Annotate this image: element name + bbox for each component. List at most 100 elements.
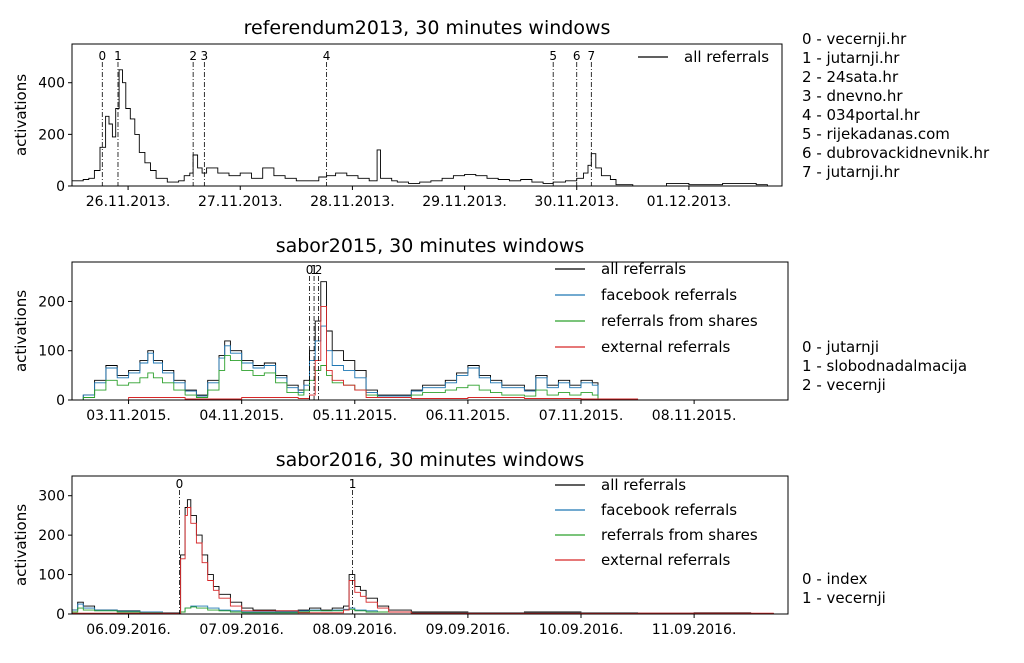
site-key-item: 2 - vecernji xyxy=(802,376,886,394)
site-key-item: 4 - 034portal.hr xyxy=(802,106,921,124)
series-line-facebook-referrals xyxy=(72,603,774,614)
y-tick-label: 300 xyxy=(38,489,65,505)
annotation-label-1: 1 xyxy=(114,49,122,63)
x-tick-label: 29.11.2013. xyxy=(422,194,507,210)
chart-panel-0: referendum2013, 30 minutes windows activa… xyxy=(12,17,990,210)
site-key-separator: - xyxy=(812,338,827,356)
chart-title: sabor2016, 30 minutes windows xyxy=(276,449,585,471)
site-key-separator: - xyxy=(812,376,827,394)
y-axis-label: activations xyxy=(12,504,30,586)
series-line-external-referrals xyxy=(72,507,774,614)
site-key-separator: - xyxy=(812,87,827,105)
chart-title: referendum2013, 30 minutes windows xyxy=(244,17,611,39)
site-key-separator: - xyxy=(812,144,827,162)
annotation-label-7: 7 xyxy=(588,49,596,63)
site-key-name: 24sata.hr xyxy=(827,68,899,86)
y-tick-label: 0 xyxy=(56,393,65,409)
site-key-id: 2 xyxy=(802,68,812,86)
site-key-separator: - xyxy=(812,68,827,86)
site-key-id: 2 xyxy=(802,376,812,394)
site-key-id: 1 xyxy=(802,589,812,607)
site-key-item: 0 - vecernji.hr xyxy=(802,30,907,48)
x-tick-label: 26.11.2013. xyxy=(86,194,171,210)
series-line-referrals-from-shares xyxy=(72,606,774,614)
site-key-id: 1 xyxy=(802,49,812,67)
y-tick-label: 0 xyxy=(56,607,65,623)
y-tick-label: 100 xyxy=(38,344,65,360)
site-key-item: 0 - jutarnji xyxy=(802,338,879,356)
annotation-label-1: 1 xyxy=(310,263,318,277)
x-tick-label: 30.11.2013. xyxy=(534,194,619,210)
x-tick-label: 04.11.2015. xyxy=(199,408,284,424)
site-key-id: 0 xyxy=(802,30,812,48)
x-tick-label: 11.09.2016. xyxy=(652,622,737,638)
annotation-label-5: 5 xyxy=(549,49,557,63)
y-tick-label: 0 xyxy=(56,179,65,195)
series-line-facebook-referrals xyxy=(72,325,774,400)
x-tick-label: 06.09.2016. xyxy=(86,622,171,638)
x-tick-label: 07.11.2015. xyxy=(539,408,624,424)
site-key-item: 3 - dnevno.hr xyxy=(802,87,903,105)
site-key-separator: - xyxy=(812,570,827,588)
axes-frame xyxy=(71,475,789,615)
legend-label: all referrals xyxy=(601,476,686,494)
legend-label: all referrals xyxy=(684,48,769,66)
axes-frame xyxy=(71,43,783,187)
legend-label: all referrals xyxy=(601,260,686,278)
x-tick-label: 28.11.2013. xyxy=(310,194,395,210)
site-key-separator: - xyxy=(812,30,827,48)
annotation-label-6: 6 xyxy=(573,49,581,63)
legend-label: facebook referrals xyxy=(601,501,737,519)
x-tick-label: 01.12.2013. xyxy=(647,194,732,210)
site-key-name: dubrovackidnevnik.hr xyxy=(827,144,991,162)
legend-label: referrals from shares xyxy=(601,526,758,544)
site-key-separator: - xyxy=(812,163,827,181)
site-key-id: 0 xyxy=(802,570,812,588)
x-tick-label: 08.11.2015. xyxy=(652,408,737,424)
site-key-id: 3 xyxy=(802,87,812,105)
site-key-name: jutarnji.hr xyxy=(826,49,901,67)
annotation-label-2: 2 xyxy=(189,49,197,63)
site-key-id: 1 xyxy=(802,357,812,375)
x-tick-label: 07.09.2016. xyxy=(199,622,284,638)
site-key-separator: - xyxy=(812,49,827,67)
site-key-item: 1 - slobodnadalmacija xyxy=(802,357,967,375)
site-key-name: slobodnadalmacija xyxy=(827,357,968,375)
site-key-name: vecernji.hr xyxy=(827,30,908,48)
site-key-id: 6 xyxy=(802,144,812,162)
site-key-item: 7 - jutarnji.hr xyxy=(802,163,900,181)
site-key-name: jutarnji xyxy=(826,338,880,356)
annotation-label-3: 3 xyxy=(201,49,209,63)
y-axis-label: activations xyxy=(12,74,30,156)
axes-frame xyxy=(71,261,789,401)
annotation-label-2: 2 xyxy=(315,263,323,277)
site-key-separator: - xyxy=(812,589,827,607)
series-group xyxy=(72,281,774,400)
annotation-label-4: 4 xyxy=(323,49,331,63)
annotation-label-0: 0 xyxy=(306,263,314,277)
x-tick-label: 05.11.2015. xyxy=(312,408,397,424)
legend-label: referrals from shares xyxy=(601,312,758,330)
y-tick-label: 200 xyxy=(38,294,65,310)
site-key-separator: - xyxy=(812,106,827,124)
chart-title: sabor2015, 30 minutes windows xyxy=(276,235,585,257)
series-group xyxy=(72,69,768,186)
chart-panel-1: sabor2015, 30 minutes windows activations… xyxy=(12,235,967,424)
series-line-referrals-from-shares xyxy=(72,355,774,400)
site-key-name: vecernji xyxy=(827,376,886,394)
site-key-name: rijekadanas.com xyxy=(827,125,950,143)
annotation-label-1: 1 xyxy=(349,477,357,491)
site-key-separator: - xyxy=(812,357,827,375)
site-key-name: vecernji xyxy=(827,589,886,607)
series-line-all-referrals xyxy=(72,69,768,186)
site-key-name: 034portal.hr xyxy=(827,106,921,124)
site-key-item: 5 - rijekadanas.com xyxy=(802,125,950,143)
legend-label: facebook referrals xyxy=(601,286,737,304)
y-tick-label: 200 xyxy=(38,127,65,143)
site-key-id: 4 xyxy=(802,106,812,124)
x-tick-label: 10.09.2016. xyxy=(539,622,624,638)
legend-label: external referrals xyxy=(601,338,730,356)
site-key-item: 2 - 24sata.hr xyxy=(802,68,899,86)
chart-panel-2: sabor2016, 30 minutes windows activations… xyxy=(12,449,886,638)
x-tick-label: 06.11.2015. xyxy=(426,408,511,424)
